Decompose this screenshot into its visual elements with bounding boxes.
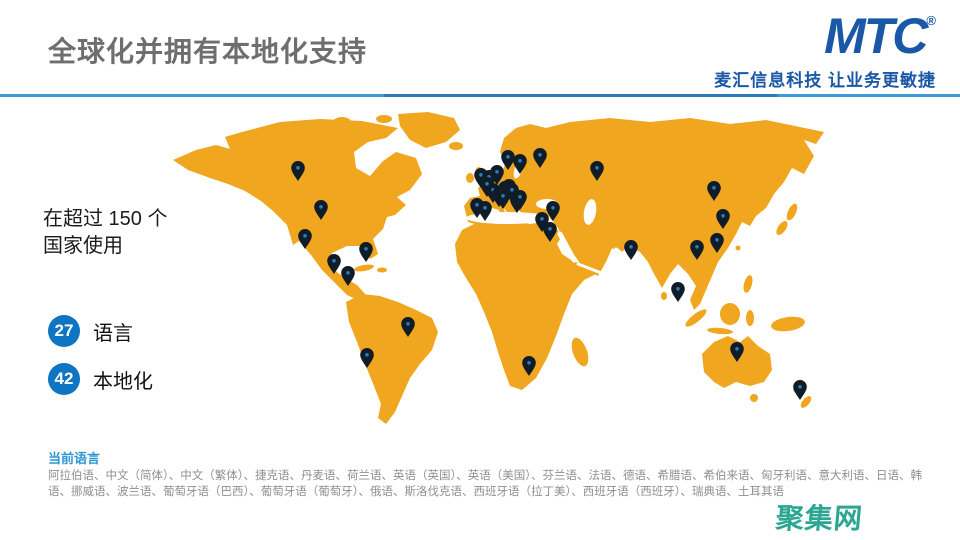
- map-pin: [710, 232, 724, 253]
- map-pin: [501, 149, 515, 170]
- map-pin: [298, 228, 312, 249]
- map-pin: [360, 347, 374, 368]
- map-pin: [327, 253, 341, 274]
- countries-stat: 在超过 150 个 国家使用: [43, 206, 167, 260]
- header-divider-line: [0, 94, 960, 97]
- map-pin: [671, 281, 685, 302]
- world-map-svg: [173, 112, 824, 424]
- map-pin: [490, 164, 504, 185]
- map-pin: [401, 316, 415, 337]
- watermark: 聚集网: [774, 503, 865, 534]
- map-pin: [624, 239, 638, 260]
- mtc-logo-text: MTC: [824, 8, 928, 64]
- countries-stat-line1: 在超过 150 个: [43, 208, 168, 230]
- languages-stat: 27 语言: [48, 315, 133, 347]
- localizations-label: 本地化: [93, 370, 153, 393]
- map-pin: [535, 211, 549, 232]
- map-pin: [513, 189, 527, 210]
- map-pin: [716, 208, 730, 229]
- map-pin: [590, 160, 604, 181]
- map-pin: [546, 200, 560, 221]
- registered-trademark-icon: ®: [926, 13, 936, 28]
- map-pin: [522, 355, 536, 376]
- map-pin: [341, 265, 355, 286]
- countries-stat-line2: 国家使用: [43, 235, 123, 257]
- localizations-stat: 42 本地化: [48, 363, 153, 395]
- map-pin: [291, 160, 305, 181]
- page-title: 全球化并拥有本地化支持: [48, 36, 368, 67]
- map-land: [173, 112, 824, 424]
- languages-label: 语言: [93, 322, 133, 345]
- logo-tagline: 麦汇信息科技 让业务更敏捷: [714, 71, 936, 90]
- map-pin: [533, 147, 547, 168]
- map-pin: [730, 341, 744, 362]
- world-map: [170, 112, 880, 432]
- map-pin: [478, 200, 492, 221]
- map-pin: [707, 180, 721, 201]
- localizations-count-badge: 42: [48, 363, 80, 395]
- map-pin: [314, 199, 328, 220]
- map-pin: [359, 241, 373, 262]
- current-languages-heading: 当前语言: [48, 451, 101, 466]
- map-pin: [513, 153, 527, 174]
- company-logo: MTC® 麦汇信息科技 让业务更敏捷: [714, 8, 936, 91]
- map-pins: [291, 147, 807, 400]
- languages-count-badge: 27: [48, 315, 80, 347]
- map-pin: [505, 182, 519, 203]
- map-pin: [496, 188, 510, 209]
- map-pin: [543, 221, 557, 242]
- map-pin: [690, 239, 704, 260]
- languages-list: 阿拉伯语、中文（简体）、中文（繁体）、捷克语、丹麦语、荷兰语、英语（英国）、英语…: [48, 470, 922, 498]
- map-pin: [793, 379, 807, 400]
